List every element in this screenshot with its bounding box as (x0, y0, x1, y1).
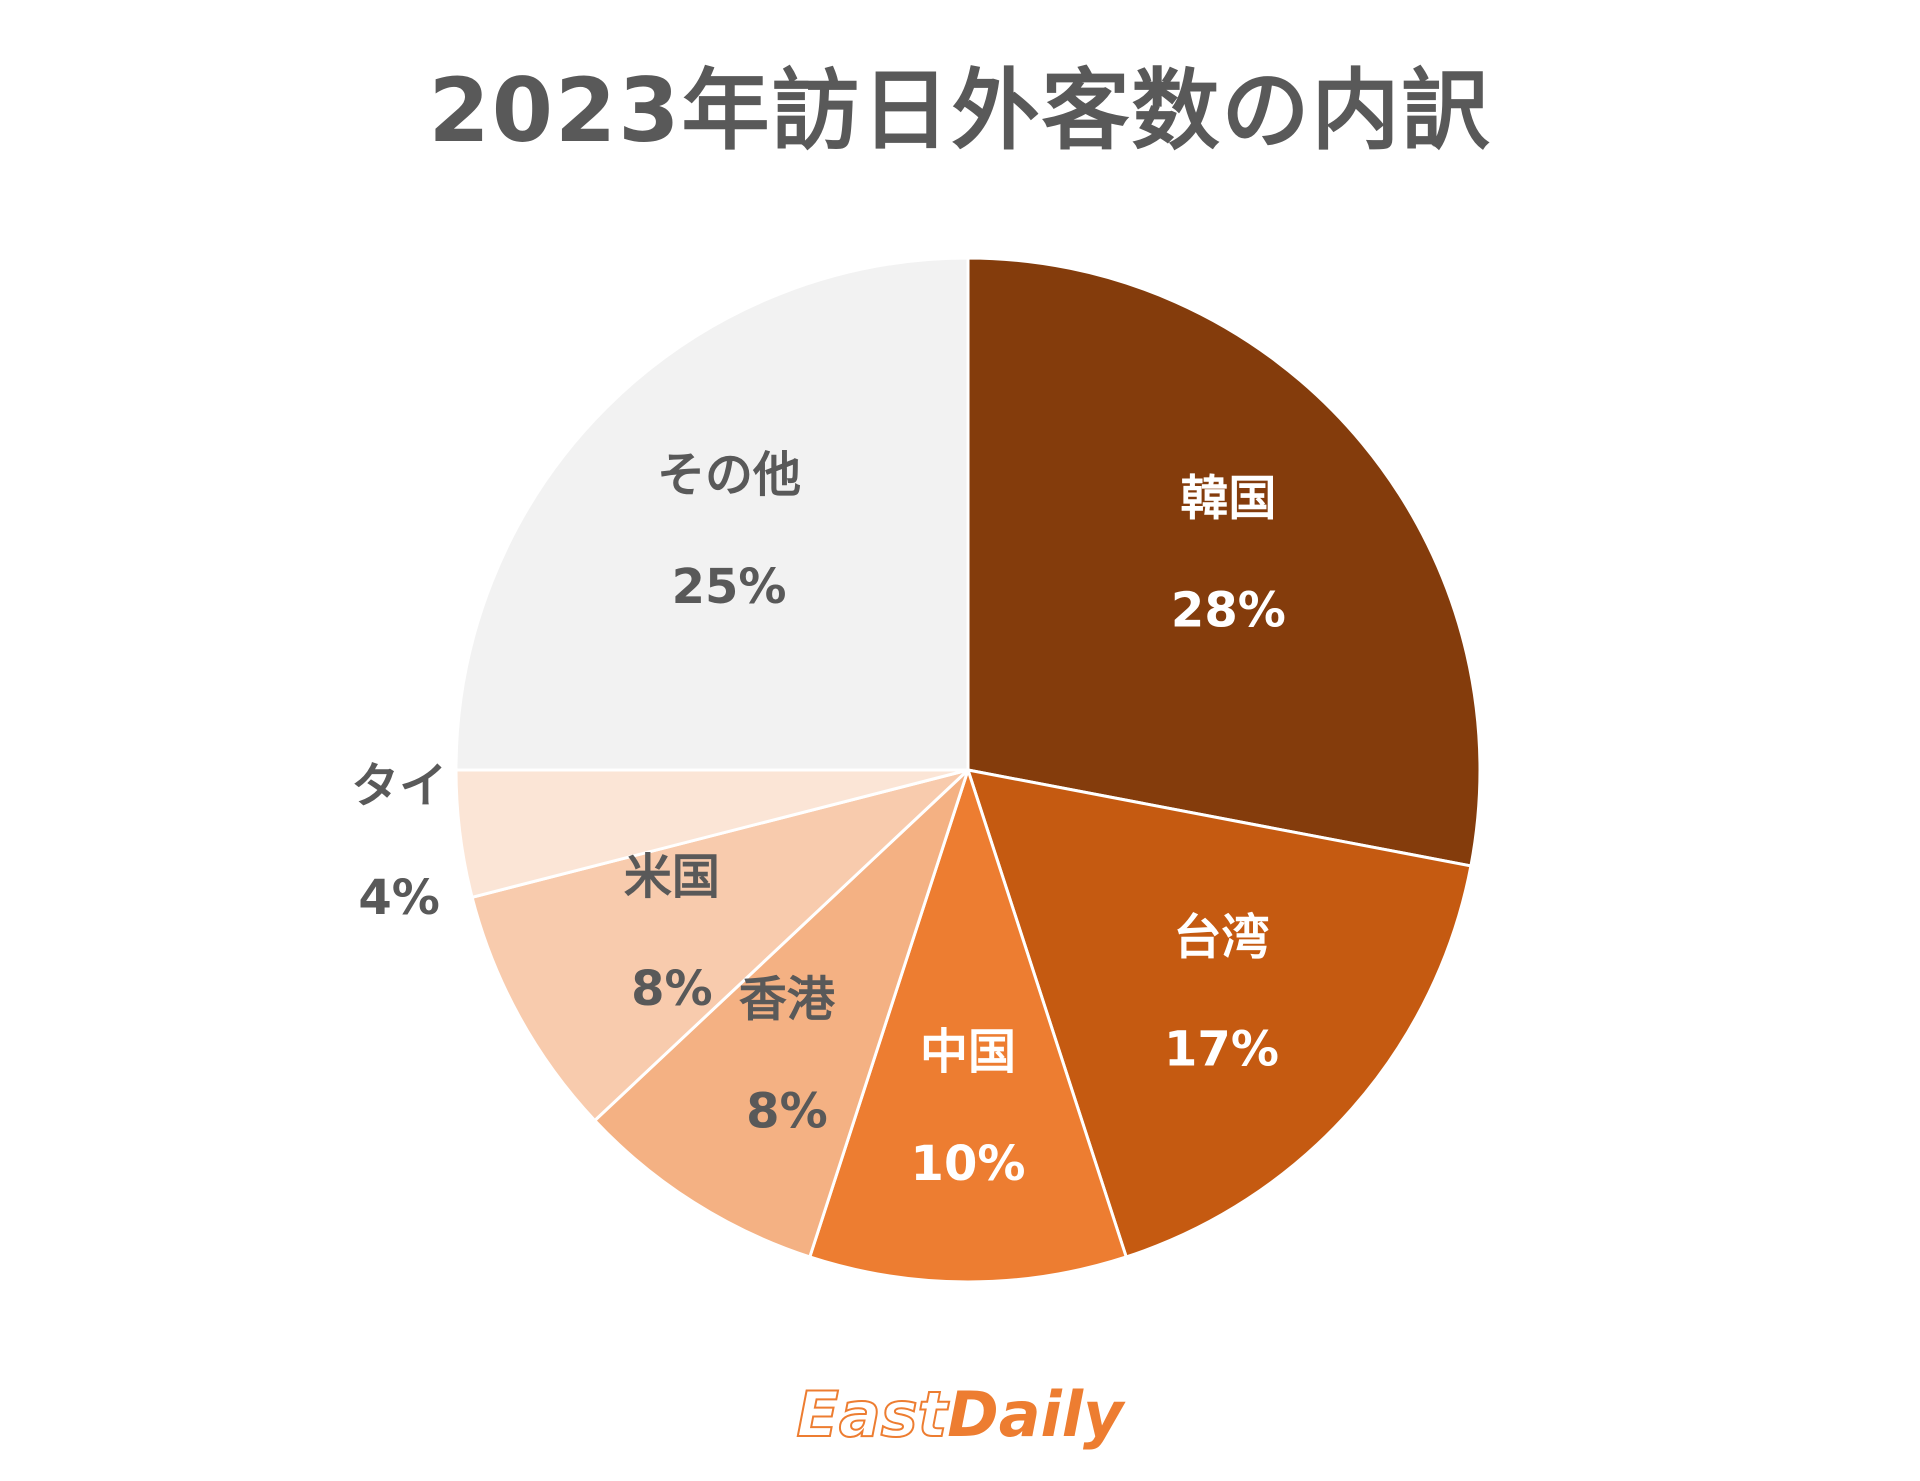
slice-value-label-1: 28% (1171, 583, 1286, 639)
pie-slice-7 (454, 256, 970, 772)
slice-value-label-3: 10% (911, 1136, 1026, 1192)
logo-east-text: East (796, 1377, 949, 1452)
east-daily-logo: EastDaily (0, 1377, 1920, 1452)
slice-label-5: 米国 (624, 849, 720, 905)
slice-label-1: 韓国 (1180, 471, 1276, 527)
slice-label-7: その他 (657, 447, 801, 503)
slice-value-label-6: 4% (358, 870, 440, 926)
logo-daily-text: Daily (947, 1378, 1124, 1451)
slice-value-label-7: 25% (672, 559, 787, 615)
slice-label-3: 中国 (920, 1024, 1016, 1080)
pie-slice-3 (807, 765, 1129, 1284)
slice-value-label-4: 8% (746, 1083, 828, 1139)
slice-label-4: 香港 (739, 971, 836, 1027)
slice-label-6: タイ (351, 758, 447, 814)
pie-slice-2 (965, 768, 1473, 1259)
slice-label-2: 台湾 (1173, 909, 1269, 965)
pie-slice-5 (470, 768, 970, 1123)
slice-value-label-5: 8% (631, 961, 713, 1017)
pie-slice-1 (966, 256, 1482, 868)
pie-slice-4 (592, 768, 970, 1259)
chart-title: 2023年訪日外客数の内訳 (428, 59, 1492, 162)
slice-value-label-2: 17% (1164, 1021, 1279, 1077)
